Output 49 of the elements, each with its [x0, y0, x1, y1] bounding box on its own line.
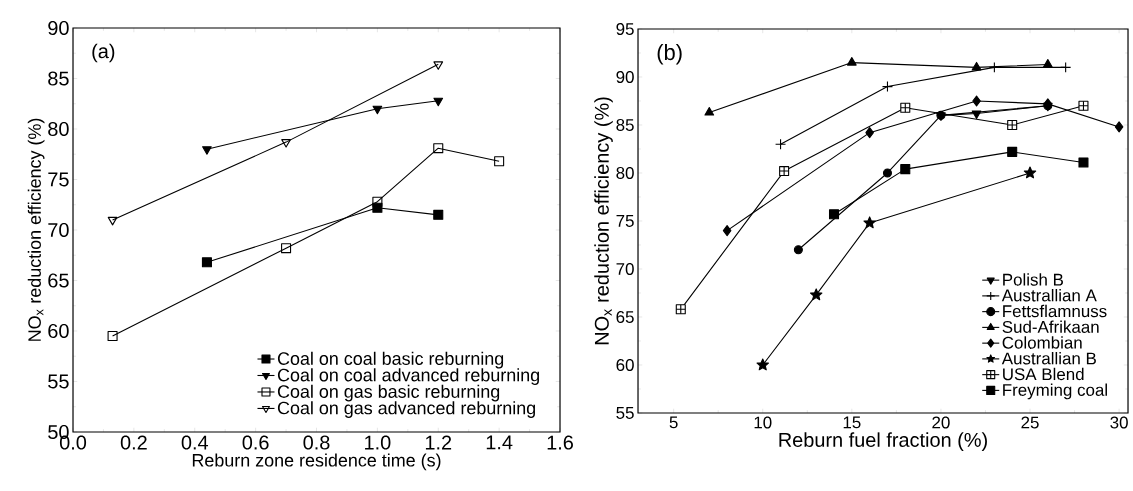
x-tick-label: 0.6	[242, 435, 269, 450]
legend-label: Freyming coal	[1003, 383, 1107, 400]
x-tick-label: 10	[754, 416, 772, 429]
y-tick-label: 85	[616, 118, 634, 131]
y-tick-label: 60	[48, 323, 69, 339]
legend-label: Fettsflamnuss	[1003, 304, 1107, 318]
y-tick-label: 85	[48, 71, 69, 86]
y-tick-label: 65	[616, 310, 634, 323]
x-tick-label: 5	[669, 416, 678, 429]
annotation: (a)	[92, 43, 115, 63]
legend-label: Australlian B	[1001, 352, 1096, 365]
x-tick-label: 1.4	[486, 435, 513, 450]
legend-label: USA Blend	[1003, 367, 1084, 381]
legend-label: Australlian A	[1001, 289, 1097, 302]
y-tick-label: 70	[48, 222, 69, 238]
legend-label: Coal on coal advanced reburning	[277, 368, 539, 385]
legend-label: Polish B	[1003, 273, 1063, 286]
y-tick-label: 90	[616, 70, 634, 83]
y-tick-label: 95	[616, 22, 634, 35]
x-tick-label: 0.8	[303, 435, 330, 450]
x-tick-label: 1.0	[365, 435, 391, 450]
x-tick-label: 30	[1110, 416, 1128, 429]
legend-label: Coal on gas basic reburning	[277, 384, 500, 402]
x-axis-title: Reburn fuel fraction (%)	[779, 432, 987, 451]
y-axis-title: NO$_{x}$ reduction efficiency (%)	[27, 118, 45, 341]
annotation: (b)	[657, 44, 682, 65]
x-tick-label: 1.6	[547, 435, 573, 450]
legend-label: Colombian	[1002, 336, 1082, 349]
x-tick-label: 0.2	[120, 435, 147, 450]
y-tick-label: 55	[48, 374, 69, 389]
y-tick-label: 65	[48, 273, 69, 288]
y-tick-label: 70	[616, 262, 634, 275]
legend-label: Coal on gas advanced reburning	[277, 401, 536, 418]
legend-label: Sud-Afrikaan	[1002, 320, 1099, 333]
x-tick-label: 25	[1021, 416, 1039, 429]
y-tick-label: 90	[48, 20, 69, 36]
y-tick-label: 55	[616, 407, 634, 419]
y-axis-title: NO$_{x}$ reduction efficiency (%)	[594, 97, 613, 345]
y-tick-label: 80	[48, 121, 69, 137]
y-tick-label: 60	[616, 358, 634, 371]
legend-label: Coal on coal basic reburning	[277, 351, 504, 369]
x-tick-label: 1.2	[425, 435, 452, 450]
x-tick-label: 20	[932, 416, 950, 429]
x-axis-title: Reburn zone residence time (s)	[192, 453, 441, 471]
y-tick-label: 80	[616, 166, 634, 179]
y-tick-label: 75	[48, 172, 69, 187]
y-tick-label: 75	[616, 215, 634, 227]
x-tick-label: 0.4	[181, 435, 209, 450]
x-tick-label: 15	[843, 416, 861, 429]
